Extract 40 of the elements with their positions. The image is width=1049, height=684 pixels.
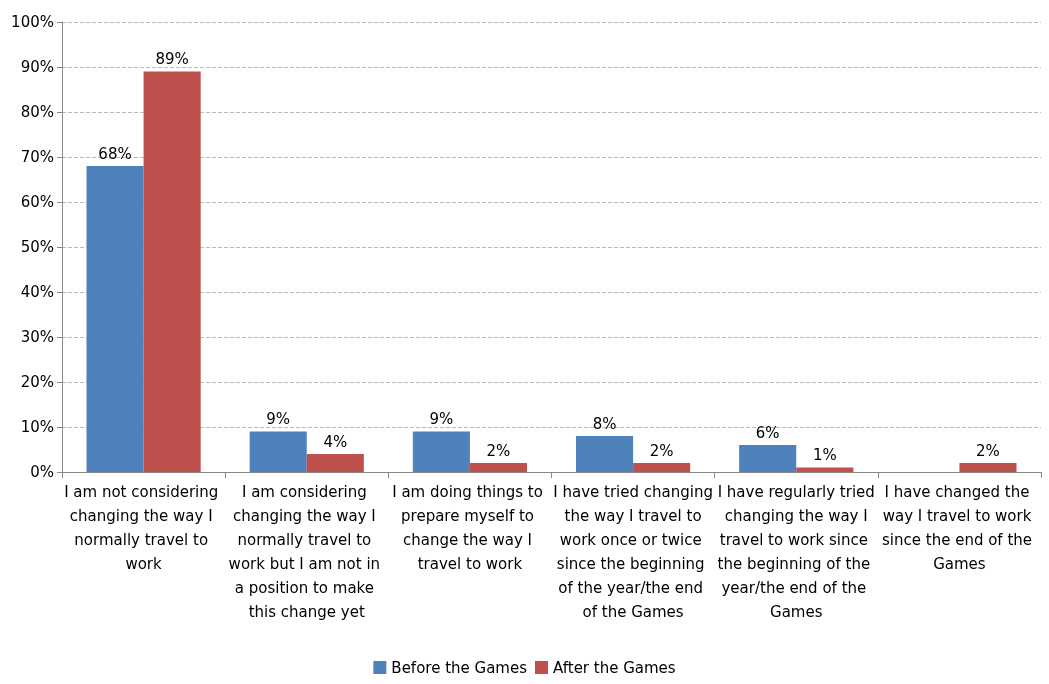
data-label: 4% — [323, 432, 348, 451]
x-tick-label: I have regularly tried changing the way I travel to work since the beginning of the year/the end of the Games — [717, 483, 875, 621]
data-label: 89% — [155, 50, 189, 68]
y-tick-label: 60% — [20, 193, 54, 211]
bar — [143, 71, 201, 472]
data-label: 8% — [592, 414, 617, 433]
bar — [633, 463, 691, 472]
data-label: 68% — [98, 144, 132, 163]
x-tick-label: I am not considering changing the way I normally travel to work — [64, 483, 224, 573]
data-label: 1% — [812, 446, 837, 464]
y-tick-label: 100% — [11, 13, 54, 31]
data-label: 9% — [429, 410, 454, 428]
data-label: 6% — [755, 423, 780, 442]
bar — [959, 463, 1017, 472]
bar — [306, 454, 364, 472]
bar — [739, 445, 797, 472]
x-tick-label: I have changed the way I travel to work since the end of the Games — [882, 483, 1037, 573]
bar — [575, 436, 634, 472]
y-tick-label: 90% — [20, 58, 54, 76]
data-label: 2% — [976, 441, 1000, 460]
bar — [412, 431, 470, 472]
y-tick-label: 20% — [20, 373, 54, 391]
x-tick-label: I have tried changing the way I travel to work once or twice since the beginning of the year/the end of the Games — [553, 483, 713, 621]
y-tick-label: 80% — [20, 103, 54, 121]
legend-label: After the Games — [553, 658, 676, 677]
y-tick-label: 0% — [30, 463, 54, 481]
bar — [86, 166, 144, 472]
y-tick-label: 30% — [20, 328, 54, 346]
y-tick-label: 50% — [20, 238, 54, 256]
y-tick-label: 10% — [20, 418, 54, 436]
data-label: 2% — [649, 441, 674, 460]
x-tick-label: I am doing things to prepare myself to change the way I travel to work — [392, 483, 548, 573]
bar — [249, 431, 307, 472]
bar — [469, 463, 528, 472]
data-label: 2% — [486, 441, 511, 460]
y-tick-label: 40% — [20, 283, 54, 301]
y-tick-label: 70% — [20, 148, 54, 166]
legend-label: Before the Games — [391, 658, 528, 677]
data-label: 9% — [266, 410, 291, 428]
x-tick-label: I am considering changing the way I normally travel to work but I am not in a position to make this change yet — [228, 483, 385, 621]
